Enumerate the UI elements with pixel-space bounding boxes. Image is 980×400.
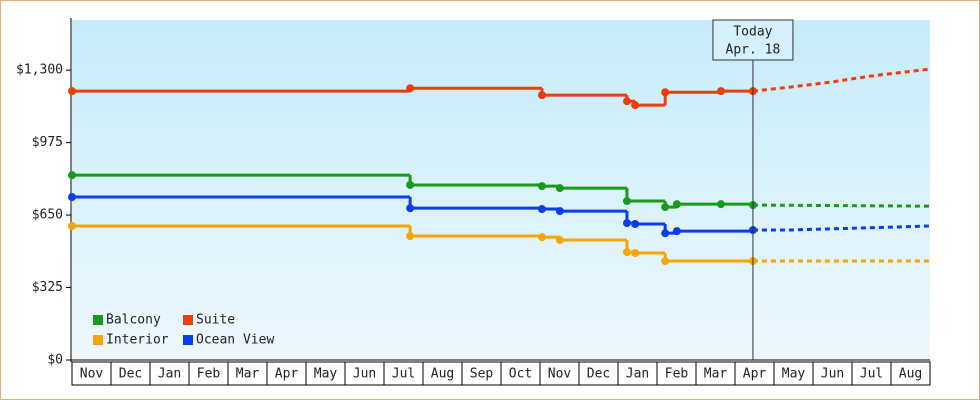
forecast-line bbox=[752, 224, 931, 232]
point bbox=[622, 219, 631, 228]
point bbox=[537, 182, 546, 191]
y-tick-label: $1,300 bbox=[16, 63, 63, 78]
y-tick-label: $325 bbox=[32, 280, 63, 295]
y-tick-label: $975 bbox=[32, 135, 63, 150]
point bbox=[716, 200, 725, 209]
point bbox=[716, 87, 725, 96]
legend-swatch bbox=[183, 315, 193, 325]
x-tick-label: Mar bbox=[704, 367, 728, 382]
today-label: Today bbox=[733, 25, 772, 40]
plot-area bbox=[72, 20, 930, 360]
x-tick-label: Apr bbox=[743, 367, 767, 382]
point bbox=[68, 171, 76, 180]
forecast-line bbox=[752, 67, 931, 93]
point bbox=[406, 84, 415, 93]
month-cell bbox=[890, 361, 931, 386]
point bbox=[68, 87, 76, 96]
x-tick-label: Jan bbox=[626, 367, 649, 382]
x-tick-label: Dec bbox=[587, 367, 610, 382]
today-label: Apr. 18 bbox=[726, 43, 781, 58]
point bbox=[406, 204, 415, 213]
x-tick-label: Apr bbox=[275, 367, 299, 382]
x-tick-label: Feb bbox=[665, 367, 689, 382]
x-tick-label: Mar bbox=[236, 367, 260, 382]
x-tick-label: Jun bbox=[821, 367, 844, 382]
point bbox=[537, 91, 546, 100]
point bbox=[555, 207, 564, 216]
forecast-line bbox=[752, 203, 931, 208]
x-tick-label: Aug bbox=[431, 367, 454, 382]
point bbox=[555, 236, 564, 245]
y-tick-label: $0 bbox=[47, 353, 63, 368]
point bbox=[68, 222, 76, 231]
point bbox=[537, 233, 546, 242]
point bbox=[622, 97, 631, 106]
point bbox=[672, 227, 681, 236]
x-tick-label: Jun bbox=[353, 367, 376, 382]
legend-label: Balcony bbox=[106, 313, 161, 328]
point bbox=[406, 180, 415, 189]
point bbox=[406, 232, 415, 241]
point bbox=[631, 248, 640, 257]
point bbox=[661, 203, 670, 212]
x-tick-label: Jan bbox=[158, 367, 181, 382]
x-tick-label: Oct bbox=[509, 367, 532, 382]
point bbox=[661, 229, 670, 238]
x-tick-label: Dec bbox=[119, 367, 142, 382]
x-tick-label: Aug bbox=[899, 367, 922, 382]
x-tick-label: Sep bbox=[470, 367, 494, 382]
point bbox=[631, 220, 640, 228]
x-tick-label: May bbox=[782, 367, 806, 382]
point bbox=[661, 88, 670, 97]
legend-label: Ocean View bbox=[196, 333, 274, 348]
point bbox=[622, 248, 631, 257]
legend-swatch bbox=[93, 315, 103, 325]
point bbox=[631, 101, 640, 110]
legend-swatch bbox=[93, 335, 103, 345]
point bbox=[68, 193, 76, 202]
x-tick-label: Nov bbox=[80, 367, 104, 382]
legend-label: Suite bbox=[196, 313, 235, 328]
legend-label: Interior bbox=[106, 333, 169, 348]
x-tick-label: Nov bbox=[548, 367, 572, 382]
x-tick-label: Jul bbox=[392, 367, 415, 382]
point bbox=[661, 257, 670, 266]
point bbox=[672, 200, 681, 209]
x-tick-label: Jul bbox=[860, 367, 883, 382]
x-tick-label: May bbox=[314, 367, 338, 382]
legend-swatch bbox=[183, 335, 193, 345]
point bbox=[622, 197, 631, 206]
x-tick-label: Feb bbox=[197, 367, 221, 382]
point bbox=[537, 205, 546, 214]
point bbox=[555, 184, 564, 193]
today-box bbox=[712, 19, 794, 61]
y-tick-label: $650 bbox=[32, 208, 63, 223]
